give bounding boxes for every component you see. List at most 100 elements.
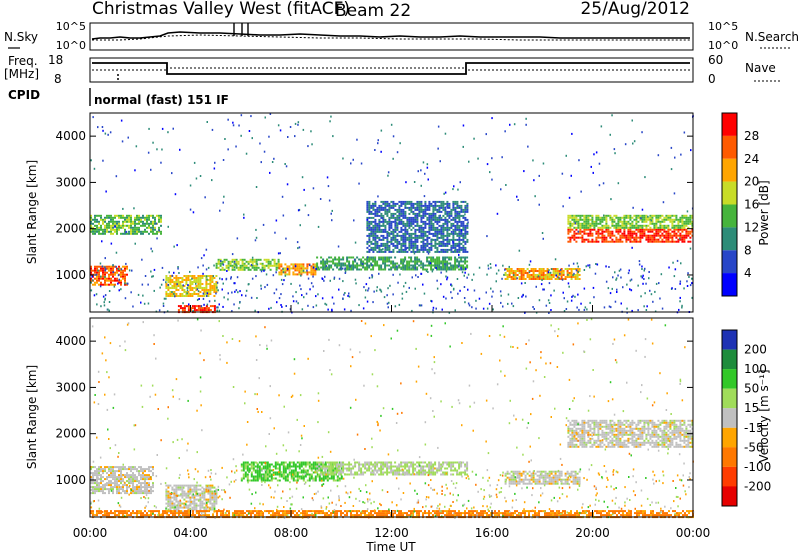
- power-colorbar-swatch: [722, 273, 737, 296]
- time-axis-ticks: 00:00 04:00 08:00 12:00 16:00 20:00 00:00: [73, 305, 711, 540]
- range-band: [215, 258, 280, 271]
- nave-tick-bottom: 0: [708, 72, 716, 86]
- y-tick-label: 1000: [55, 268, 86, 282]
- freq-trace: [92, 62, 690, 75]
- power-colorbar-swatch: [722, 204, 737, 228]
- x-tick-label: 04:00: [173, 526, 208, 540]
- range-band: [504, 268, 581, 280]
- velocity-colorbar-swatch: [722, 330, 737, 350]
- power-colorbar-swatch: [722, 250, 737, 274]
- nave-label: Nave: [745, 61, 776, 75]
- freq-tick-bottom: 8: [54, 72, 62, 86]
- power-colorbar-tick: 4: [744, 266, 752, 280]
- noise-panel: [89, 22, 694, 51]
- velocity-colorbar-tick: -15: [744, 421, 764, 435]
- nsky-trace: [91, 31, 690, 40]
- range-band: [567, 419, 694, 448]
- beam-label: Beam 22: [335, 1, 411, 21]
- velocity-colorbar-tick: -50: [744, 440, 764, 454]
- range-band: [165, 484, 218, 513]
- range-band: [504, 470, 581, 485]
- power-colorbar-tick: 8: [744, 243, 752, 257]
- velocity-colorbar-swatch: [722, 388, 737, 409]
- cpid-value: normal (fast) 151 IF: [94, 93, 229, 107]
- time-axis-label: Time UT: [365, 540, 416, 554]
- y-tick-label: 3000: [55, 175, 86, 189]
- x-tick-label: 08:00: [274, 526, 309, 540]
- x-tick-label: 16:00: [475, 526, 510, 540]
- velocity-colorbar-tick: 50: [744, 382, 759, 396]
- power-colorbar-swatch: [722, 181, 737, 205]
- station-title: Christmas Valley West (fitACF): [92, 0, 350, 19]
- freq-label: Freq.: [8, 54, 38, 68]
- velocity-colorbar-swatch: [722, 408, 737, 428]
- date-label: 25/Aug/2012: [580, 0, 690, 19]
- power-colorbar-tick: 12: [744, 220, 759, 234]
- nsky-label: N.Sky: [4, 30, 38, 44]
- noise-tick-top-left: 10^5: [56, 20, 86, 33]
- power-colorbar-label: Power [dB]: [757, 180, 771, 245]
- freq-panel: [89, 57, 694, 83]
- velocity-colorbar-swatch: [722, 349, 737, 370]
- range-band: [316, 256, 469, 271]
- range-band: [567, 214, 694, 229]
- power-heatmap: [90, 113, 694, 314]
- range-band: [316, 461, 469, 476]
- velocity-y-axis-label: Slant Range [km]: [25, 365, 39, 469]
- freq-tick-top: 18: [48, 53, 63, 67]
- velocity-colorbar-swatch: [722, 466, 737, 487]
- velocity-colorbar-tick: -100: [744, 460, 771, 474]
- nsearch-label: N.Search: [745, 30, 799, 44]
- velocity-colorbar-tick: -200: [744, 479, 771, 493]
- x-tick-label: 12:00: [374, 526, 409, 540]
- range-band: [240, 461, 343, 482]
- scatter-echoes: [90, 318, 695, 519]
- velocity-y-ticks: 1000 2000 3000 4000: [55, 334, 693, 487]
- range-band: [90, 466, 154, 495]
- velocity-colorbar-swatch: [722, 427, 737, 448]
- velocity-colorbar-swatch: [722, 447, 737, 467]
- y-tick-label: 4000: [55, 334, 86, 348]
- range-band: [567, 228, 694, 243]
- velocity-heatmap: [90, 318, 695, 519]
- power-y-axis-label: Slant Range [km]: [25, 160, 39, 264]
- range-band: [278, 263, 317, 276]
- velocity-colorbar-swatch: [722, 486, 737, 506]
- velocity-colorbar-tick: 15: [744, 401, 759, 415]
- velocity-colorbar-swatch: [722, 369, 737, 389]
- x-tick-label: 00:00: [73, 526, 108, 540]
- power-colorbar-swatch: [722, 135, 737, 159]
- range-band: [366, 200, 469, 253]
- y-tick-label: 4000: [55, 129, 86, 143]
- velocity-colorbar: 200 100 50 15 -15 -50 -100 -200: [721, 329, 771, 507]
- power-colorbar-tick: 24: [744, 152, 759, 166]
- power-colorbar-tick: 16: [744, 198, 759, 212]
- power-colorbar-swatch: [722, 158, 737, 182]
- power-colorbar-tick: 20: [744, 175, 759, 189]
- velocity-colorbar-tick: 200: [744, 343, 767, 357]
- power-colorbar-swatch: [722, 227, 737, 251]
- power-colorbar-tick: 28: [744, 129, 759, 143]
- nave-tick-top: 60: [708, 53, 723, 67]
- range-band: [90, 265, 128, 286]
- scatter-echoes: [90, 113, 694, 314]
- power-colorbar-swatch: [722, 113, 737, 136]
- power-y-ticks: 1000 2000 3000 4000: [55, 129, 693, 282]
- noise-tick-bottom-left: 10^0: [56, 39, 86, 52]
- y-tick-label: 3000: [55, 380, 86, 394]
- range-band: [90, 214, 162, 235]
- power-colorbar: 28 24 20 16 12 8 4: [721, 112, 759, 297]
- velocity-colorbar-tick: 100: [744, 362, 767, 376]
- y-tick-label: 1000: [55, 473, 86, 487]
- noise-tick-bottom-right: 10^0: [708, 39, 738, 52]
- nave-trace: [92, 67, 690, 71]
- freq-unit: [MHz]: [4, 67, 39, 81]
- y-tick-label: 2000: [55, 222, 86, 236]
- x-tick-label: 00:00: [676, 526, 711, 540]
- noise-tick-top-right: 10^5: [708, 20, 738, 33]
- velocity-colorbar-label: Velocity [m s⁻¹]: [757, 369, 771, 462]
- y-tick-label: 2000: [55, 427, 86, 441]
- cpid-label: CPID: [8, 88, 40, 102]
- nsearch-trace: [92, 34, 690, 41]
